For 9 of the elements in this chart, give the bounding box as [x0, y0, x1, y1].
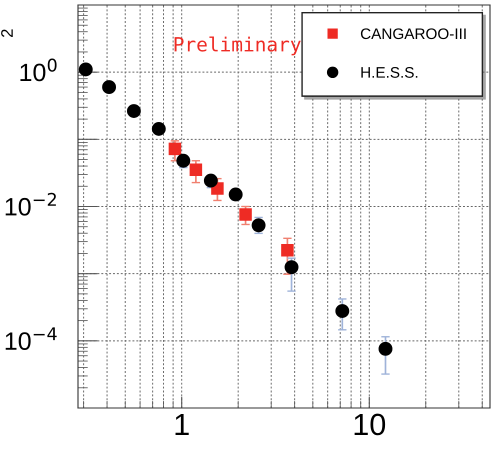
legend-label: H.E.S.S. [361, 67, 418, 78]
legend-label: CANGAROO-III [360, 28, 466, 40]
y-axis-title: 2 [1, 29, 13, 38]
x-tick-label: 10 [354, 414, 386, 436]
y-tick-label: 10$^{0}$ [20, 58, 57, 82]
y-tick-label: 10$^{−4}$ [6, 327, 57, 350]
y-tick-label: 10$^{−2}$ [6, 192, 56, 216]
x-tick-label: 1 [176, 414, 189, 436]
annotation: Preliminary [174, 36, 301, 56]
